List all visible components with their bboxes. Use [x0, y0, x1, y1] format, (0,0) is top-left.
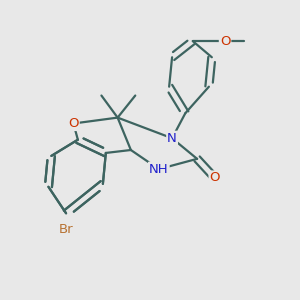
Text: Br: Br — [59, 223, 74, 236]
Text: N: N — [167, 132, 177, 145]
Text: O: O — [68, 117, 79, 130]
Text: O: O — [209, 172, 220, 184]
Text: NH: NH — [149, 163, 169, 176]
Text: O: O — [220, 34, 230, 48]
